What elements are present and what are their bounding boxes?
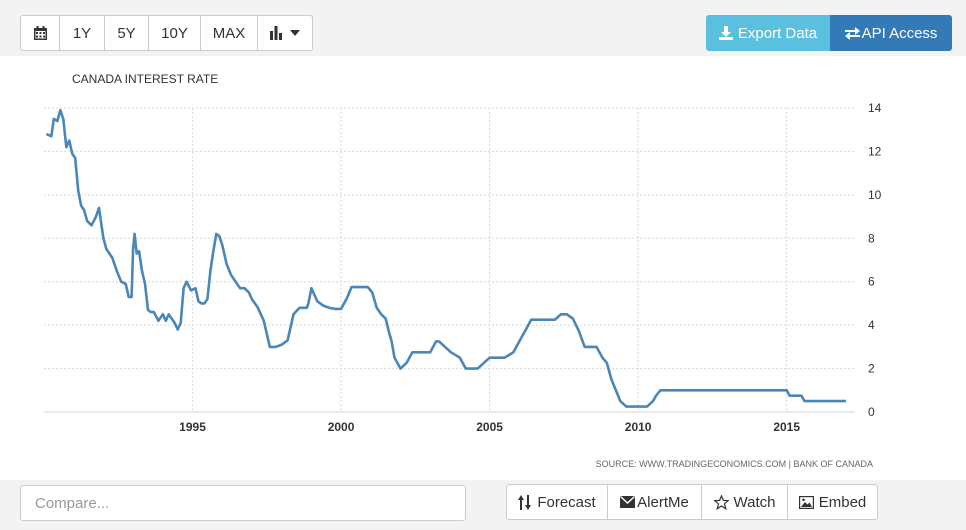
y-tick-label: 12 (868, 144, 882, 158)
forecast-button[interactable]: Forecast (506, 484, 608, 520)
watch-button[interactable]: Watch (702, 484, 788, 520)
y-tick-label: 0 (868, 405, 875, 419)
export-data-button[interactable]: Export Data (706, 15, 830, 51)
y-tick-label: 14 (868, 101, 882, 115)
range-10y-button[interactable]: 10Y (149, 15, 201, 51)
y-tick-label: 8 (868, 231, 875, 245)
sort-arrows-icon (518, 494, 532, 510)
image-icon (798, 495, 814, 509)
bar-chart-icon (270, 26, 282, 40)
alertme-button[interactable]: AlertMe (608, 484, 702, 520)
range-1y-button[interactable]: 1Y (60, 15, 105, 51)
star-icon (713, 494, 729, 510)
actions-button-group: Forecast AlertMe Watch Embed (506, 484, 878, 520)
calendar-icon (33, 25, 47, 40)
compare-input[interactable] (20, 485, 466, 521)
y-tick-label: 4 (868, 318, 875, 332)
envelope-icon (620, 496, 636, 508)
embed-button[interactable]: Embed (788, 484, 878, 520)
chart-type-button[interactable] (258, 15, 313, 51)
chart-panel: CANADA INTEREST RATE 1995 2000 2005 2010 201… (17, 56, 955, 480)
y-tick-label: 2 (868, 362, 875, 376)
interest-rate-chart: CANADA INTEREST RATE 1995 2000 2005 2010 201… (44, 72, 882, 469)
source-text: SOURCE: WWW.TRADINGECONOMICS.COM | BANK … (596, 459, 873, 469)
calendar-button[interactable] (20, 15, 60, 51)
download-icon (718, 26, 733, 40)
range-max-button[interactable]: MAX (201, 15, 258, 51)
x-tick-label: 1995 (179, 420, 206, 434)
x-tick-label: 2015 (773, 420, 800, 434)
range-button-group: 1Y 5Y 10Y MAX (20, 15, 313, 51)
api-access-label: API Access (861, 24, 938, 42)
embed-label: Embed (818, 493, 867, 511)
alertme-label: AlertMe (637, 493, 689, 511)
y-tick-label: 10 (868, 188, 882, 202)
forecast-label: Forecast (537, 493, 596, 511)
watch-label: Watch (733, 493, 776, 511)
exchange-icon (844, 26, 860, 40)
export-data-label: Export Data (737, 24, 818, 42)
x-tick-label: 2000 (328, 420, 355, 434)
x-tick-label: 2010 (625, 420, 652, 434)
api-access-button[interactable]: API Access (830, 15, 952, 51)
y-tick-label: 6 (868, 275, 875, 289)
caret-down-icon (290, 30, 300, 36)
range-5y-button[interactable]: 5Y (105, 15, 149, 51)
chart-title: CANADA INTEREST RATE (72, 72, 218, 86)
series-line (45, 108, 847, 408)
x-tick-label: 2005 (476, 420, 503, 434)
